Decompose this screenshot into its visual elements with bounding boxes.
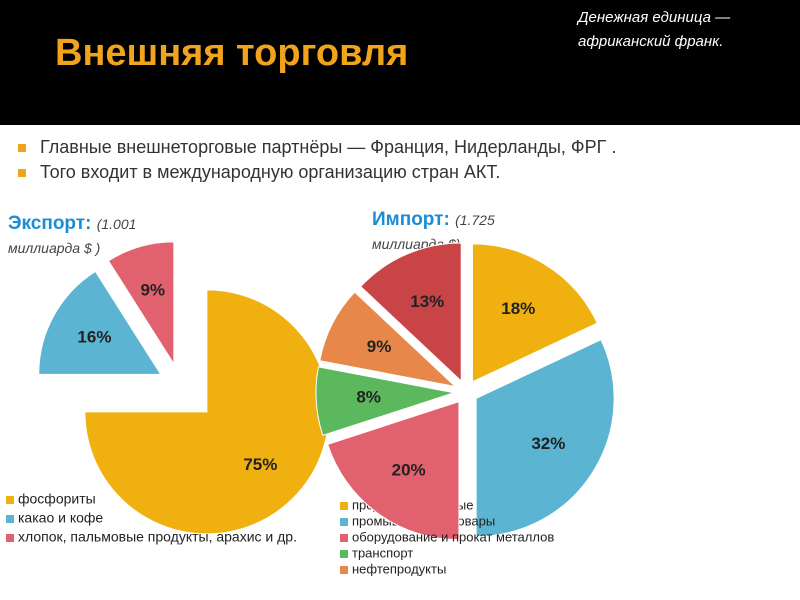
- legend-swatch: [340, 534, 348, 542]
- value-label: 13%: [410, 292, 444, 311]
- chart-title: Экспорт:: [8, 213, 92, 234]
- pie-slice: [471, 243, 598, 383]
- pie-slice: [84, 289, 330, 535]
- legend-swatch: [340, 502, 348, 510]
- legend-swatch: [340, 518, 348, 526]
- pie-slice: [359, 242, 462, 383]
- legend-label: нефтепродукты: [352, 561, 446, 576]
- value-label: 9%: [140, 281, 165, 300]
- note: Денежная единица — африканский франк.: [578, 9, 731, 50]
- pie-slice: [107, 241, 175, 366]
- value-label: 20%: [392, 460, 426, 479]
- header-band: [0, 0, 800, 125]
- chart-subtitle: (1.001 миллиарда $ ): [8, 216, 137, 256]
- value-label: 32%: [531, 434, 565, 453]
- pie-slice: [38, 270, 162, 375]
- value-label: 16%: [77, 327, 111, 346]
- pie-slice: [327, 401, 460, 541]
- chart-title-block: Импорт: (1.725 миллиарда $): [372, 208, 522, 256]
- legend-swatch: [6, 534, 14, 542]
- value-label: 18%: [501, 299, 535, 318]
- legend-swatch: [340, 550, 348, 558]
- chart-title: Импорт:: [372, 209, 450, 230]
- legend-label: оборудование и прокат металлов: [352, 529, 554, 544]
- slide-title: Внешняя торговля: [55, 32, 409, 74]
- value-label: 8%: [356, 388, 381, 407]
- chart-title-block: Экспорт: (1.001 миллиарда $ ): [8, 212, 183, 260]
- bullet: Главные внешнеторговые партнёры — Франци…: [18, 137, 616, 158]
- legend-label: транспорт: [352, 545, 413, 560]
- pie-slice: [319, 291, 457, 388]
- legend-label: фосфориты: [18, 491, 96, 507]
- value-label: 9%: [367, 337, 392, 356]
- legend-swatch: [6, 496, 14, 504]
- legend-swatch: [6, 515, 14, 523]
- value-label: 75%: [243, 455, 277, 474]
- bullet: Того входит в международную организацию …: [18, 162, 500, 183]
- pie-slice: [475, 339, 615, 537]
- legend-label: хлопок, пальмовые продукты, арахис и др.: [18, 529, 297, 545]
- pie-slice: [315, 366, 455, 437]
- legend-swatch: [340, 566, 348, 574]
- legend-label: какао и кофе: [18, 510, 103, 526]
